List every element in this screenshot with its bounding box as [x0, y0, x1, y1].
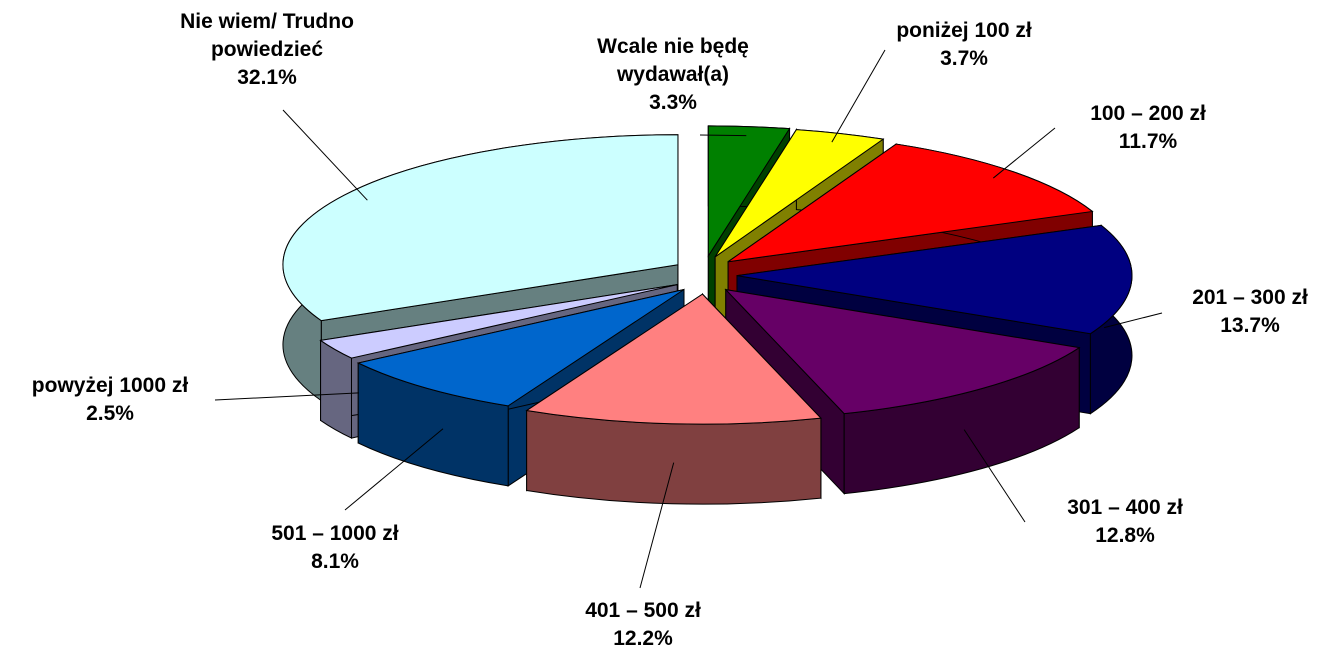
label-value: 32.1%	[237, 66, 297, 89]
leader-line	[699, 134, 747, 137]
slice-top	[319, 284, 678, 359]
label-category: powyżej 1000 zł	[31, 374, 189, 397]
leader-line	[639, 462, 675, 589]
label-category: 100 – 200 zł	[1090, 102, 1206, 125]
data-label: 201 – 300 zł 13.7%	[1150, 284, 1325, 340]
leader-line	[344, 428, 444, 511]
data-label: Wcale nie będę wydawał(a) 3.3%	[578, 33, 768, 117]
slice-top	[282, 134, 679, 322]
data-label: poniżej 100 zł 3.7%	[864, 17, 1064, 73]
data-label: 401 – 500 zł 12.2%	[543, 597, 743, 653]
slice-top	[727, 143, 1094, 263]
data-label: 100 – 200 zł 11.7%	[1048, 100, 1248, 156]
label-value: 8.1%	[311, 550, 359, 573]
slice-top	[724, 288, 1081, 415]
label-category: 301 – 400 zł	[1067, 496, 1183, 519]
label-value: 12.8%	[1095, 524, 1155, 547]
label-value: 3.7%	[940, 47, 988, 70]
leader-line	[992, 127, 1056, 179]
slice-wall	[526, 409, 822, 505]
data-label: Nie wiem/ Trudno powiedzieć 32.1%	[157, 8, 377, 92]
label-value: 2.5%	[86, 402, 134, 425]
label-value: 12.2%	[613, 627, 673, 650]
data-label: 301 – 400 zł 12.8%	[1025, 494, 1225, 550]
label-category: Wcale nie będę wydawał(a)	[597, 35, 749, 86]
data-label: 501 – 1000 zł 8.1%	[235, 520, 435, 576]
slice-top	[356, 289, 685, 407]
leader-line	[963, 429, 1026, 523]
slice-top	[707, 125, 791, 258]
label-category: 201 – 300 zł	[1192, 286, 1308, 309]
label-value: 3.3%	[649, 91, 697, 114]
slice-top	[736, 224, 1133, 335]
slice	[525, 292, 822, 505]
slice-top	[714, 129, 885, 258]
leader-line	[1104, 312, 1163, 329]
leader-line	[214, 392, 359, 401]
label-category: 401 – 500 zł	[585, 599, 701, 622]
data-label: powyżej 1000 zł 2.5%	[0, 372, 220, 428]
label-category: poniżej 100 zł	[896, 19, 1032, 42]
label-value: 13.7%	[1220, 314, 1280, 337]
label-category: 501 – 1000 zł	[271, 522, 399, 545]
leader-line	[282, 109, 368, 201]
leader-line	[831, 49, 886, 143]
slice-top	[525, 293, 822, 425]
label-value: 11.7%	[1118, 130, 1178, 153]
label-category: Nie wiem/ Trudno powiedzieć	[180, 10, 354, 61]
